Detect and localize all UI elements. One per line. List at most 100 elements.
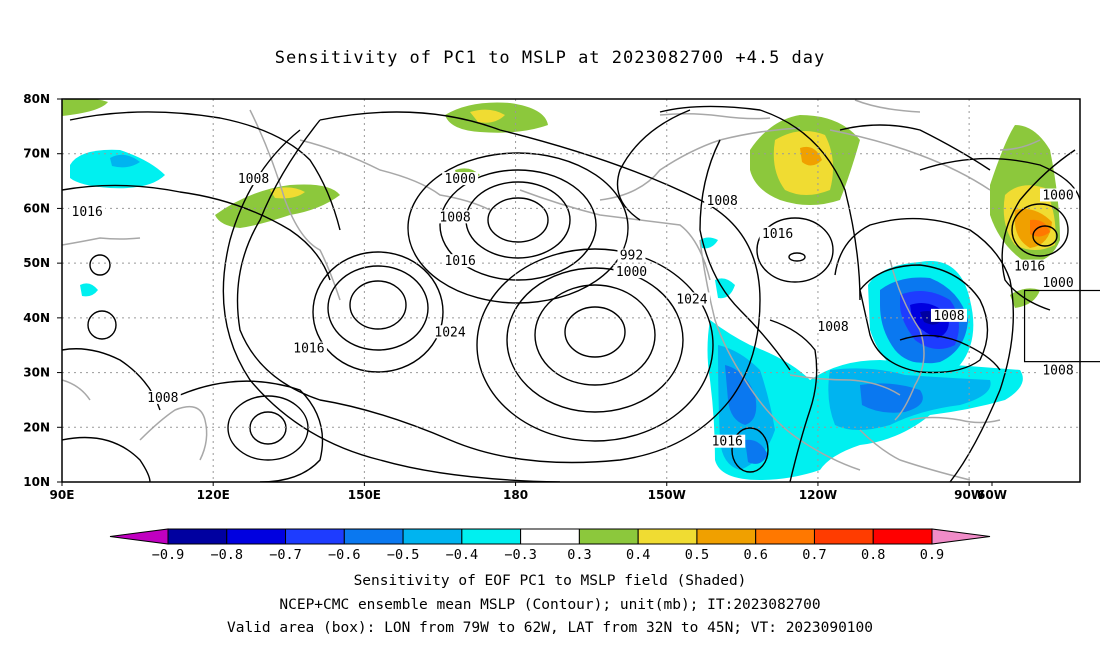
contour-label-text: 1008 [1042,364,1073,379]
contour-label-bg [69,204,106,218]
lat-tick-label-0: 10N [23,475,50,489]
contour-label-text: 1000 [444,172,475,187]
contour-label-4: 1016 [442,254,479,269]
contour-label-bg [442,254,479,268]
contour-label-bg [815,319,852,333]
lon-tick-label-4: 150W [648,488,686,502]
lon-tick-label-2: 150E [348,488,381,502]
map-frame [61,98,1081,483]
contour-label-text: 1000 [1042,276,1073,291]
contour-label-16: 1016 [1011,259,1048,275]
contour-label-bg [613,265,650,279]
contour-label-bg [930,308,967,322]
colorbar-segment-10 [755,528,815,545]
latitude-tick-labels: 10N 20N 30N 40N 50N 60N 70N 80N [23,92,62,489]
contour-label-bg [759,226,796,240]
contour-label-bg [673,292,710,306]
contour-label-9: 1000 [613,265,650,280]
colorbar-end-low [109,528,169,545]
contour-label-bg [709,434,746,448]
contour-label-text: 1008 [147,391,178,406]
colorbar-segment-4 [402,528,463,545]
colorbar-segment-1 [226,528,287,545]
colorbar-label-8: 0.4 [626,547,650,563]
contour-label-text: 1016 [293,342,324,357]
contour-label-14: 1008 [815,319,852,335]
contour-label-bg [437,210,474,224]
contour-label-6: 1016 [290,341,327,357]
contour-label-8: 992 [617,248,646,264]
contour-label-text: 1024 [434,325,465,340]
valid-area-box [1023,289,1100,363]
contour-label-text: 1008 [817,320,848,335]
lat-tick-label-6: 70N [23,147,50,161]
contour-label-19: 1008 [1040,363,1076,379]
contour-label-text: 1016 [762,227,793,242]
colorbar: −0.9 −0.8 −0.7 −0.6 −0.5 −0.4 −0.3 0.3 0.4 0.5 0.6… [109,528,991,563]
contour-label-text: 1024 [676,292,707,307]
colorbar-segment-12 [872,528,933,545]
colorbar-label-9: 0.5 [685,547,709,563]
lat-tick-label-2: 30N [23,366,50,380]
contour-label-text: 1016 [1014,260,1045,275]
contour-label-1: 1008 [235,172,272,187]
lat-tick-label-7: 80N [23,92,50,106]
colorbar-label-12: 0.8 [861,547,885,563]
contour-label-text: 1008 [707,194,738,209]
contour-label-text: 1000 [1042,188,1073,203]
contour-label-12: 1024 [673,292,710,307]
colorbar-segment-2 [285,528,345,545]
colorbar-label-13: 0.9 [920,547,944,563]
colorbar-segment-7 [578,528,639,545]
contour-label-3: 1008 [437,210,474,225]
colorbar-label-0: −0.9 [152,547,185,563]
contour-label-5: 1024 [432,325,469,340]
colorbar-label-7: 0.3 [567,547,591,563]
colorbar-segment-11 [813,528,874,545]
contour-label-0: 1016 [69,204,106,220]
contour-label-bg [432,325,469,339]
lon-tick-label-0: 90E [50,488,75,502]
contour-label-11: 1016 [759,226,796,242]
contour-label-bg [617,248,646,262]
colorbar-end-high [931,528,991,545]
lon-tick-label-7: 60W [977,488,1007,502]
colorbar-label-11: 0.7 [802,547,826,563]
colorbar-label-1: −0.8 [211,547,244,563]
contour-label-7: 1008 [144,390,181,406]
contour-label-text: 1008 [439,210,470,225]
contour-label-bg [704,193,741,207]
contour-label-text: 1016 [712,435,743,450]
colorbar-label-5: −0.4 [446,547,479,563]
contour-label-text: 1000 [616,265,647,280]
colorbar-segment-9 [696,528,757,545]
colorbar-label-2: −0.7 [269,547,302,563]
colorbar-label-3: −0.6 [328,547,361,563]
sensitivity-shading [62,99,1060,480]
contour-label-text: 1016 [72,205,103,220]
contour-label-text: 1008 [238,172,269,187]
lon-tick-label-5: 120W [799,488,837,502]
footer-line-2: NCEP+CMC ensemble mean MSLP (Contour); u… [279,597,821,613]
contour-label-bg [1040,276,1076,290]
colorbar-label-6: −0.3 [504,547,537,563]
footer-line-3: Valid area (box): LON from 79W to 62W, L… [226,620,873,636]
contour-label-13: 1016 [709,434,746,450]
lon-tick-label-1: 120E [197,488,230,502]
contour-label-bg [442,172,479,186]
contour-label-bg [1011,259,1048,273]
colorbar-segment-0 [167,528,228,545]
contour-label-18: 1000 [1040,276,1076,291]
lat-tick-label-3: 40N [23,311,50,325]
coastlines [62,99,1041,481]
lat-tick-label-1: 20N [23,420,50,434]
lat-tick-label-4: 50N [23,256,50,270]
footer-line-1: Sensitivity of EOF PC1 to MSLP field (Sh… [353,573,747,589]
colorbar-segment-6 [520,528,580,545]
colorbar-label-4: −0.5 [387,547,420,563]
contour-label-2: 1000 [442,172,479,187]
colorbar-segment-8 [637,528,698,545]
contour-label-text: 1016 [444,254,475,269]
contour-label-17: 1000 [1040,188,1076,203]
